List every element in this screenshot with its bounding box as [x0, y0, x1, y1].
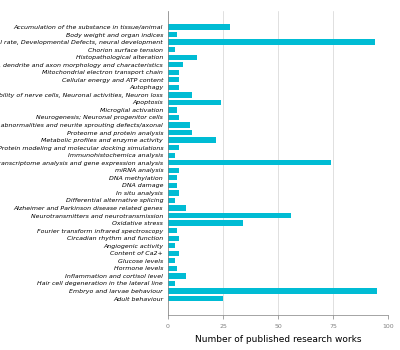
Bar [168, 266, 177, 271]
Bar [168, 40, 375, 45]
Bar [168, 145, 179, 150]
Bar [168, 138, 216, 143]
Bar [168, 130, 192, 135]
Bar [168, 183, 177, 188]
Bar [168, 273, 186, 279]
Bar [168, 213, 291, 218]
Bar [168, 25, 230, 30]
Bar [168, 243, 174, 248]
Bar [168, 220, 243, 226]
Bar [168, 153, 174, 158]
Bar [168, 288, 377, 294]
Bar [168, 228, 177, 233]
Bar [168, 62, 183, 67]
Bar [168, 258, 174, 264]
Bar [168, 70, 179, 75]
Bar [168, 107, 177, 113]
Bar [168, 47, 174, 52]
Bar [168, 168, 179, 173]
Bar [168, 205, 186, 211]
Bar [168, 236, 179, 241]
Bar [168, 175, 177, 181]
Bar [168, 100, 221, 105]
Bar [168, 281, 174, 286]
Bar [168, 77, 179, 82]
Bar [168, 55, 197, 60]
Bar [168, 92, 192, 98]
Bar [168, 122, 190, 128]
Bar [168, 198, 174, 203]
Bar [168, 296, 223, 301]
X-axis label: Number of published research works: Number of published research works [195, 335, 361, 344]
Bar [168, 85, 179, 90]
Bar [168, 115, 179, 120]
Bar [168, 32, 177, 37]
Bar [168, 190, 179, 196]
Bar [168, 251, 179, 256]
Bar [168, 160, 331, 166]
